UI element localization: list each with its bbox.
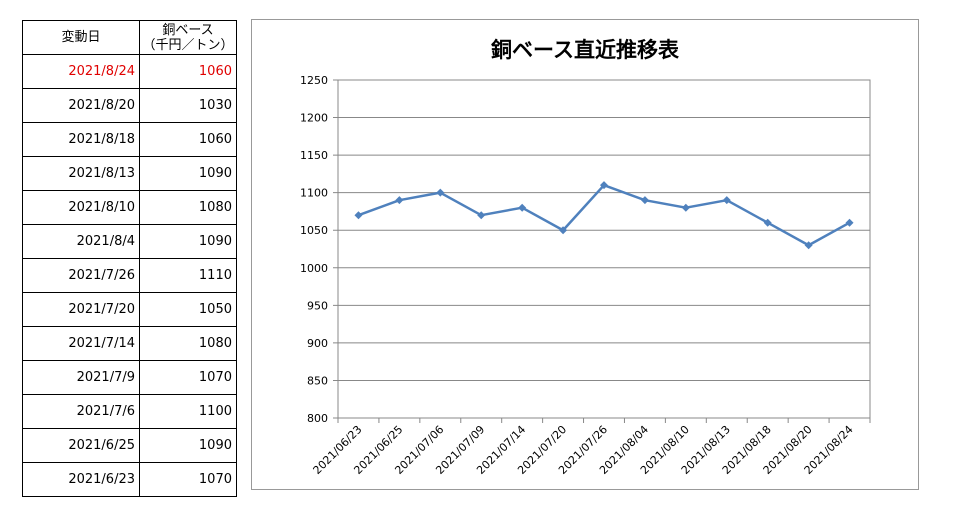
row-date: 2021/6/23 [22,462,140,497]
row-date: 2021/7/14 [22,326,140,361]
row-value: 1050 [139,292,237,327]
row-value: 1110 [139,258,237,293]
row-date: 2021/6/25 [22,428,140,463]
row-value: 1070 [139,360,237,395]
header-date: 変動日 [22,20,140,55]
row-date: 2021/8/24 [22,54,140,89]
row-date: 2021/7/9 [22,360,140,395]
row-date: 2021/8/18 [22,122,140,157]
y-tick-label: 850 [307,374,328,387]
row-date: 2021/7/6 [22,394,140,429]
table-row: 2021/7/26 1110 [22,258,237,293]
table-row: 2021/8/24 1060 [22,54,237,89]
header-value-line2: （千円／トン） [142,37,234,53]
table-row: 2021/8/18 1060 [22,122,237,157]
row-date: 2021/8/20 [22,88,140,123]
row-value: 1060 [139,122,237,157]
table-row: 2021/6/23 1070 [22,462,237,497]
y-tick-label: 1200 [300,112,328,125]
row-value: 1080 [139,190,237,225]
y-tick-label: 1250 [300,74,328,87]
price-table: 変動日 銅ベース （千円／トン） 2021/8/24 1060 2021/8/20 1… [22,20,237,497]
chart-title: 銅ベース直近推移表 [491,38,679,62]
line-chart: 8008509009501000105011001150120012502021… [300,74,871,477]
plot-area-border [337,79,871,419]
table-row: 2021/8/10 1080 [22,190,237,225]
data-point [518,203,527,212]
row-value: 1030 [139,88,237,123]
row-value: 1060 [139,54,237,89]
row-date: 2021/8/4 [22,224,140,259]
data-point [559,226,568,235]
data-point [395,196,404,205]
data-point [845,218,854,227]
data-point [804,241,813,250]
row-value: 1070 [139,462,237,497]
y-tick-label: 800 [307,412,328,425]
row-date: 2021/8/10 [22,190,140,225]
y-tick-label: 1050 [300,224,328,237]
row-date: 2021/8/13 [22,156,140,191]
price-table-container: 変動日 銅ベース （千円／トン） 2021/8/24 1060 2021/8/20 1… [22,20,237,497]
table-row: 2021/8/13 1090 [22,156,237,191]
data-point [681,203,690,212]
y-tick-label: 1150 [300,149,328,162]
series-line [358,183,851,247]
table-body: 2021/8/24 1060 2021/8/20 1030 2021/8/18 1060 2… [22,54,237,497]
data-point [763,218,772,227]
data-point [640,196,649,205]
y-tick-label: 1100 [300,187,328,200]
chart-area: 銅ベース直近推移表 800 850 900 950 1000 1050 1100 1150 12… [251,19,919,490]
header-value-line1: 銅ベース [162,22,214,38]
data-point [600,181,608,190]
data-point [436,188,445,197]
y-tick-label: 1000 [300,262,328,275]
row-date: 2021/7/26 [22,258,140,293]
row-value: 1100 [139,394,237,429]
table-row: 2021/6/25 1090 [22,428,237,463]
data-point [722,196,731,205]
table-row: 2021/8/20 1030 [22,88,237,123]
table-row: 2021/7/9 1070 [22,360,237,395]
table-row: 2021/8/4 1090 [22,224,237,259]
table-header-row: 変動日 銅ベース （千円／トン） [22,20,237,55]
row-value: 1090 [139,224,237,259]
y-tick-label: 950 [307,299,328,312]
data-point [477,211,486,220]
row-date: 2021/7/20 [22,292,140,327]
row-value: 1080 [139,326,237,361]
data-point [354,211,363,220]
header-value: 銅ベース （千円／トン） [139,20,237,55]
row-value: 1090 [139,428,237,463]
table-row: 2021/7/20 1050 [22,292,237,327]
table-row: 2021/7/6 1100 [22,394,237,429]
row-value: 1090 [139,156,237,191]
y-tick-label: 900 [307,337,328,350]
table-row: 2021/7/14 1080 [22,326,237,361]
